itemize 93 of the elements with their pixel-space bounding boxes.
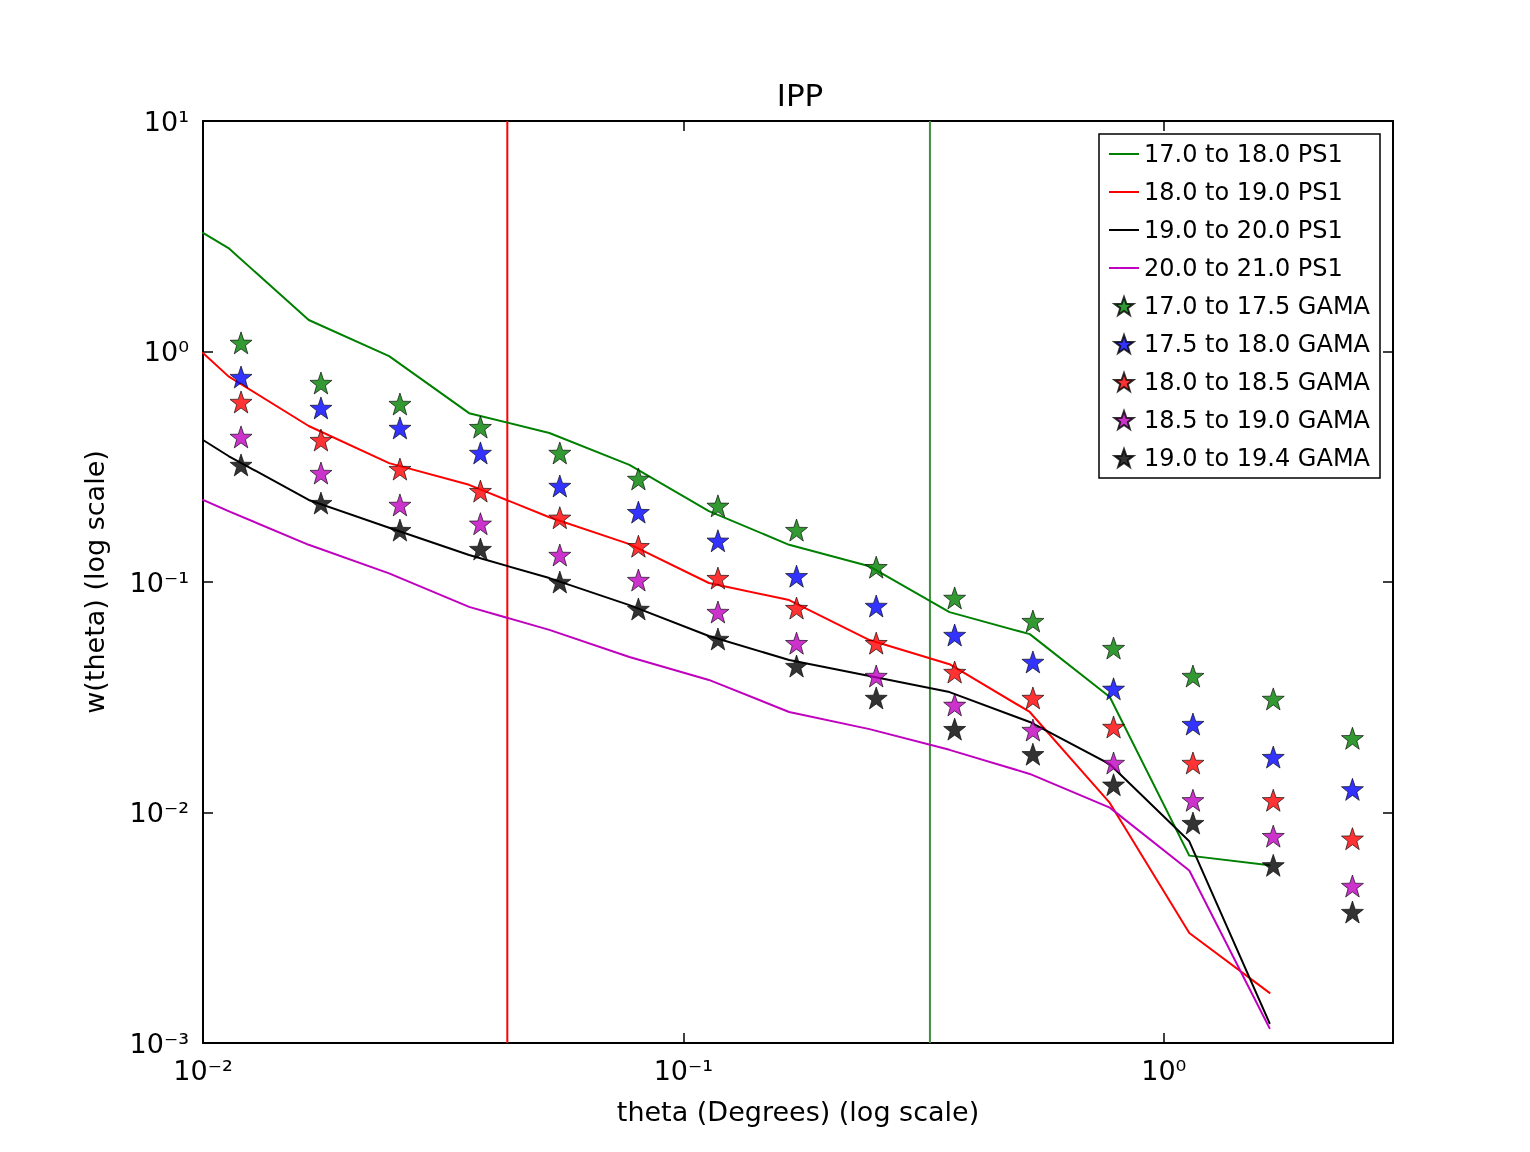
point (864, 555, 888, 579)
x-tick-label: 10⁰ (1141, 1055, 1187, 1086)
legend-label: 18.5 to 19.0 GAMA (1144, 406, 1371, 434)
point (388, 457, 412, 481)
point (388, 392, 412, 416)
point (229, 365, 253, 389)
chart-title: IPP (776, 76, 824, 113)
point (1021, 609, 1045, 633)
y-tick-label: 10⁻¹ (129, 566, 189, 598)
point (548, 441, 572, 465)
legend-label: 17.0 to 18.0 PS1 (1144, 140, 1343, 168)
point (1102, 677, 1125, 701)
point (785, 631, 808, 655)
point (943, 586, 967, 610)
point (864, 594, 888, 618)
point (1341, 777, 1364, 801)
point (627, 597, 650, 621)
point (943, 693, 967, 717)
point (229, 390, 253, 414)
point (1341, 900, 1364, 924)
point (864, 664, 888, 688)
point (309, 396, 333, 420)
point (469, 441, 492, 465)
point (943, 717, 967, 741)
point (309, 491, 333, 515)
point (627, 500, 650, 524)
point (1021, 742, 1045, 766)
point (864, 631, 888, 655)
legend-label: 18.0 to 18.5 GAMA (1144, 368, 1371, 396)
point (706, 600, 730, 624)
point (1181, 811, 1205, 835)
point (309, 371, 333, 395)
point (469, 537, 492, 561)
point (1261, 824, 1285, 848)
point (864, 686, 888, 710)
y-tick-label: 10⁻² (129, 797, 189, 828)
legend-label: 17.5 to 18.0 GAMA (1144, 330, 1371, 358)
point (1261, 687, 1285, 711)
x-tick-label: 10⁻¹ (653, 1055, 714, 1086)
legend-label: 17.0 to 17.5 GAMA (1144, 292, 1371, 320)
point (1341, 827, 1364, 851)
point (785, 596, 808, 620)
point (469, 479, 492, 503)
point (309, 428, 333, 452)
point (943, 623, 967, 647)
point (1021, 686, 1045, 710)
point (229, 331, 253, 355)
point (1102, 636, 1125, 660)
point (1102, 715, 1125, 739)
point (627, 467, 650, 491)
y-tick-label: 10¹ (143, 105, 189, 137)
x-axis-title: theta (Degrees) (log scale) (616, 1096, 980, 1127)
point (706, 494, 730, 518)
point (548, 474, 572, 498)
point (548, 570, 572, 594)
point (469, 415, 492, 439)
point (1341, 726, 1364, 750)
y-tick-label: 10⁰ (143, 336, 189, 367)
point (388, 416, 412, 440)
point (229, 425, 253, 449)
point (1261, 853, 1285, 877)
point (1261, 788, 1285, 812)
point (1261, 745, 1285, 769)
point (1181, 712, 1205, 736)
point (1181, 751, 1205, 775)
point (627, 568, 650, 592)
point (309, 461, 333, 485)
legend-label: 18.0 to 19.0 PS1 (1144, 178, 1343, 206)
point (1021, 718, 1045, 742)
legend-label: 19.0 to 19.4 GAMA (1144, 444, 1371, 472)
point (469, 512, 492, 536)
point (785, 564, 808, 588)
point (785, 654, 808, 678)
point (1341, 874, 1364, 898)
point (706, 627, 730, 651)
point (943, 660, 967, 684)
legend-label: 19.0 to 20.0 PS1 (1144, 216, 1343, 244)
point (548, 506, 572, 530)
point (706, 529, 730, 553)
point (1181, 788, 1205, 812)
point (1021, 650, 1045, 674)
point (627, 534, 650, 558)
point (706, 566, 730, 590)
point (388, 493, 412, 517)
point (785, 518, 808, 542)
point (548, 543, 572, 567)
legend-label: 20.0 to 21.0 PS1 (1144, 254, 1343, 282)
point (388, 518, 412, 542)
y-axis-title: w(theta) (log scale) (79, 450, 110, 714)
point (229, 453, 253, 477)
point (1102, 751, 1125, 775)
point (1102, 773, 1125, 797)
point (1181, 664, 1205, 688)
